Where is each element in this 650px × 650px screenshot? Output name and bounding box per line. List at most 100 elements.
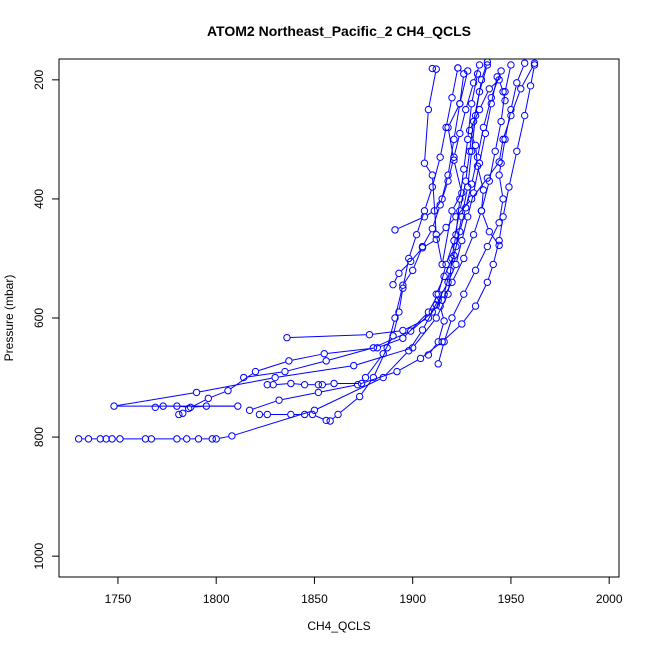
data-point xyxy=(456,227,464,236)
series-segment xyxy=(443,285,451,298)
data-point xyxy=(448,278,456,286)
series-segment xyxy=(488,267,493,280)
series-segment xyxy=(454,107,460,136)
data-point xyxy=(350,361,358,370)
profile-series xyxy=(465,76,509,250)
data-point xyxy=(467,180,476,188)
data-point xyxy=(517,85,525,93)
data-point xyxy=(442,123,450,132)
series-segment xyxy=(372,330,400,335)
data-point xyxy=(407,257,415,266)
data-point xyxy=(204,394,213,403)
series-segment xyxy=(361,380,372,394)
series-segment xyxy=(493,243,499,262)
series-segment xyxy=(399,291,403,309)
series-segment xyxy=(438,345,444,361)
x-axis: 1750 1800 1850 1900 1950 2000 xyxy=(105,577,623,606)
series-segment xyxy=(446,243,454,262)
data-point xyxy=(357,379,366,388)
data-point xyxy=(469,230,478,239)
data-point xyxy=(452,213,460,221)
data-point xyxy=(408,266,417,275)
data-point xyxy=(444,290,452,298)
series-segment xyxy=(444,273,450,291)
data-point xyxy=(497,117,505,126)
data-point xyxy=(520,111,529,120)
data-point xyxy=(483,278,492,286)
data-point xyxy=(300,380,309,389)
data-point xyxy=(395,269,403,278)
series-segment xyxy=(424,113,429,160)
data-point xyxy=(465,147,474,155)
y-tick-label: 800 xyxy=(32,427,46,447)
series-segment xyxy=(473,95,480,119)
data-point xyxy=(513,79,521,87)
data-point xyxy=(412,230,421,239)
data-point xyxy=(471,302,480,310)
data-point xyxy=(485,85,494,93)
data-point xyxy=(361,373,370,382)
data-point xyxy=(432,230,440,239)
series-segment xyxy=(453,195,461,208)
data-point xyxy=(497,159,505,167)
series-segment xyxy=(425,240,434,247)
data-point xyxy=(438,260,446,269)
series-segment xyxy=(524,89,531,113)
series-segment xyxy=(480,91,489,107)
data-point xyxy=(507,111,515,120)
series-segment xyxy=(453,297,463,315)
series-segment xyxy=(503,190,509,214)
data-point xyxy=(283,333,291,342)
series-segment xyxy=(470,133,475,143)
y-tick-label: 200 xyxy=(32,70,46,90)
data-point xyxy=(418,326,427,334)
data-point xyxy=(456,207,464,215)
series-segment xyxy=(414,320,435,346)
series-segment xyxy=(448,219,454,226)
data-point xyxy=(454,64,462,72)
data-point xyxy=(326,417,334,425)
series-segment xyxy=(453,261,463,280)
series-segment xyxy=(442,214,452,261)
data-point xyxy=(399,284,407,292)
series-segment xyxy=(425,190,432,208)
series-segment xyxy=(393,315,399,333)
series-segment xyxy=(405,314,427,337)
series-segment xyxy=(117,392,194,407)
series-segment xyxy=(439,285,447,298)
data-point xyxy=(436,302,444,310)
data-point xyxy=(495,236,503,245)
series-segment xyxy=(457,201,470,215)
series-segment xyxy=(475,148,478,163)
data-point xyxy=(202,402,211,410)
data-point xyxy=(395,308,403,316)
series-segment xyxy=(477,130,484,154)
series-segment xyxy=(465,154,470,178)
series-segment xyxy=(459,77,464,101)
data-point xyxy=(408,344,417,352)
series-segment xyxy=(499,166,502,172)
y-tick-label: 600 xyxy=(32,308,46,328)
series-segment xyxy=(276,383,288,385)
data-point xyxy=(420,213,429,221)
series-segment xyxy=(376,332,408,347)
data-point xyxy=(151,403,159,412)
profile-series xyxy=(391,61,484,234)
data-point xyxy=(465,126,474,135)
series-segment xyxy=(481,193,484,208)
series-segment xyxy=(491,81,497,87)
data-point xyxy=(389,280,397,289)
data-point xyxy=(84,435,93,443)
data-point xyxy=(448,314,456,322)
data-point xyxy=(432,314,440,322)
series-segment xyxy=(438,229,445,237)
data-point xyxy=(467,147,476,155)
series-segment xyxy=(401,263,409,272)
data-point xyxy=(393,367,401,376)
data-point xyxy=(495,171,503,179)
series-segment xyxy=(499,178,503,196)
data-point xyxy=(501,135,509,144)
series-segment xyxy=(398,217,422,229)
series-segment xyxy=(446,101,452,125)
data-point xyxy=(194,435,203,443)
